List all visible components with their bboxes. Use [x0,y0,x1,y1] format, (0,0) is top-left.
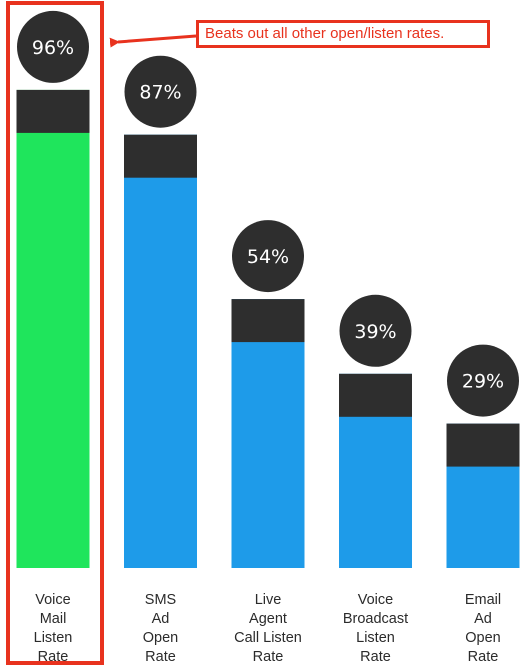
category-labels-layer: Voice Mail Listen Rate SMS Ad Open Rate Live Agen… [34,592,501,665]
bar [16,89,90,569]
bar-cap [446,423,520,467]
category-label-line: Broadcast [343,611,408,627]
value-label: 87% [139,82,181,104]
value-label: 39% [354,321,396,343]
category-label-line: Open [465,630,500,646]
value-label-circle [447,344,519,417]
category-label: Voice Broadcast Listen Rate [343,592,408,665]
category-label-line: Live [255,592,282,608]
category-label-line: Mail [40,611,67,627]
bar-cap [16,89,90,133]
value-label: 96% [32,37,74,59]
category-label: Email Ad Open Rate [465,592,501,665]
category-label-line: Rate [468,649,499,665]
highlight-frame [6,1,104,665]
category-label-line: Agent [249,611,287,627]
bar-cap [124,134,197,178]
value-label: 29% [462,371,504,393]
bar-cap [231,299,305,343]
category-label-line: Rate [360,649,391,665]
value-labels-layer: 96% 87% 54% 39% 29% [17,10,519,417]
bar-cap [339,373,412,417]
category-label-line: Call Listen [234,630,302,646]
category-label: Live Agent Call Listen Rate [234,592,302,665]
category-label-line: Rate [253,649,284,665]
category-label-line: Ad [474,611,492,627]
value-label-circle [124,55,197,128]
category-label-line: Email [465,592,501,608]
bar [124,134,197,568]
callout-annotation: Beats out all other open/listen rates. [196,20,490,48]
category-label-line: Listen [356,630,395,646]
value-label-circle [17,10,89,83]
value-label-circle [339,294,412,367]
bar [231,299,305,568]
category-label-line: Rate [145,649,176,665]
category-label-line: SMS [145,592,176,608]
value-label-circle [232,220,304,293]
category-label-line: Ad [152,611,170,627]
category-label-line: Listen [34,630,73,646]
callout-arrow [109,34,197,48]
category-label: SMS Ad Open Rate [143,592,178,665]
category-label-line: Voice [358,592,393,608]
value-label: 54% [247,246,289,268]
bars-layer [16,89,520,569]
category-label-line: Open [143,630,178,646]
category-label-line: Voice [35,592,70,608]
